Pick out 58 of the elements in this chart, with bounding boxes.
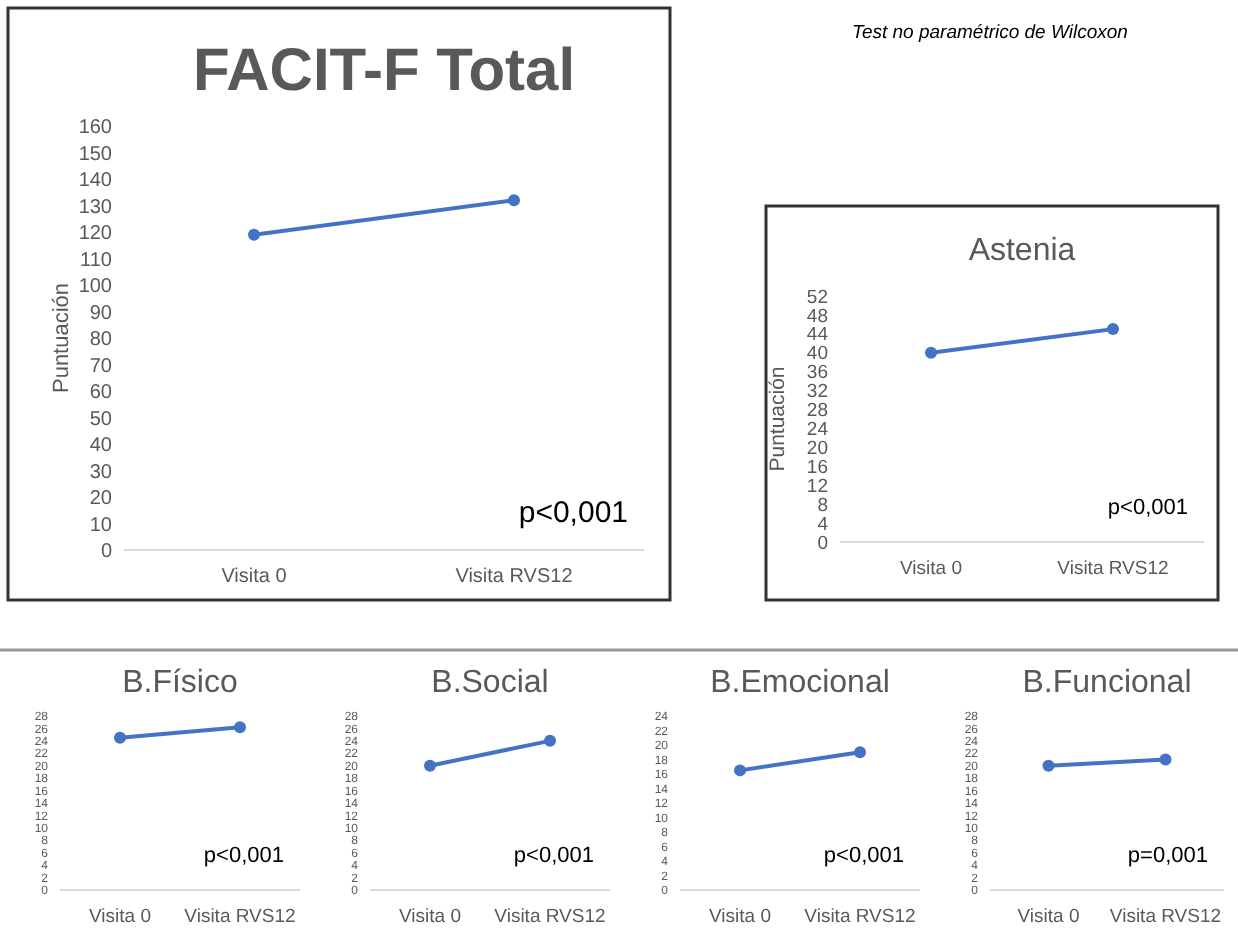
y-tick-label: 110 bbox=[80, 249, 113, 272]
x-tick-label: Visita 0 bbox=[900, 558, 962, 580]
y-tick-label: 140 bbox=[78, 170, 113, 192]
x-tick-label: Visita 0 bbox=[1017, 906, 1080, 928]
y-tick-label: 30 bbox=[89, 461, 113, 484]
annotation: p<0,001 bbox=[1107, 496, 1188, 520]
y-tick-label: 0 bbox=[100, 541, 113, 563]
y-tick-label: 90 bbox=[89, 302, 113, 325]
annotation: p<0,001 bbox=[823, 844, 904, 868]
y-tick-label: 40 bbox=[89, 435, 113, 457]
x-tick-label: Visita 0 bbox=[399, 906, 461, 928]
y-tick-label: 70 bbox=[89, 355, 113, 378]
chart-title: Astenia bbox=[968, 234, 1076, 268]
chart-title: B.Físico bbox=[122, 666, 238, 700]
y-tick-label: 0 bbox=[817, 532, 828, 555]
y-tick-label: 80 bbox=[89, 329, 113, 351]
y-tick-label: 120 bbox=[78, 223, 113, 245]
y-tick-label: 160 bbox=[78, 117, 113, 139]
y-axis-title: Puntuación bbox=[766, 366, 790, 472]
x-tick-label: Visita RVS12 bbox=[804, 906, 916, 928]
y-tick-label: 16 bbox=[806, 456, 828, 479]
y-tick-label: 50 bbox=[89, 408, 113, 431]
y-tick-label: 12 bbox=[806, 475, 828, 498]
y-tick-label: 20 bbox=[89, 488, 113, 510]
y-tick-label: 24 bbox=[806, 419, 828, 442]
chart-title: FACIT-F Total bbox=[192, 38, 576, 104]
y-tick-label: 52 bbox=[806, 286, 828, 309]
chart-title: B.Funcional bbox=[1022, 666, 1192, 700]
x-tick-label: Visita RVS12 bbox=[1109, 906, 1222, 928]
y-tick-label: 36 bbox=[806, 362, 828, 385]
text: Test no paramétrico de Wilcoxon bbox=[852, 22, 1128, 44]
x-tick-label: Visita 0 bbox=[89, 906, 151, 928]
y-tick-label: 40 bbox=[806, 343, 828, 366]
y-tick-label: 20 bbox=[806, 438, 828, 461]
y-tick-label: 8 bbox=[817, 494, 828, 517]
chart-title: B.Social bbox=[431, 666, 549, 700]
annotation: p<0,001 bbox=[518, 496, 628, 530]
x-tick-label: Visita RVS12 bbox=[1057, 558, 1169, 580]
x-tick-label: Visita RVS12 bbox=[494, 906, 606, 928]
y-tick-label: 48 bbox=[806, 305, 828, 328]
y-tick-label: 100 bbox=[78, 276, 113, 298]
y-tick-label: 4 bbox=[817, 513, 828, 536]
annotation: p<0,001 bbox=[203, 844, 284, 868]
x-tick-label: Visita RVS12 bbox=[455, 566, 574, 588]
y-tick-label: 60 bbox=[89, 382, 113, 404]
y-tick-label: 28 bbox=[806, 400, 828, 423]
y-tick-label: 32 bbox=[806, 381, 828, 404]
y-tick-label: 44 bbox=[806, 324, 828, 347]
y-tick-label: 10 bbox=[89, 514, 113, 537]
x-tick-label: Visita 0 bbox=[709, 906, 771, 928]
chart-title: B.Emocional bbox=[710, 666, 890, 700]
annotation: p<0,001 bbox=[513, 844, 594, 868]
y-tick-label: 130 bbox=[78, 196, 113, 219]
annotation: p=0,001 bbox=[1127, 844, 1208, 868]
x-tick-label: Visita RVS12 bbox=[184, 906, 296, 928]
x-tick-label: Visita 0 bbox=[221, 566, 288, 588]
y-axis-title: Puntuación bbox=[50, 282, 74, 394]
y-tick-label: 150 bbox=[78, 143, 113, 166]
